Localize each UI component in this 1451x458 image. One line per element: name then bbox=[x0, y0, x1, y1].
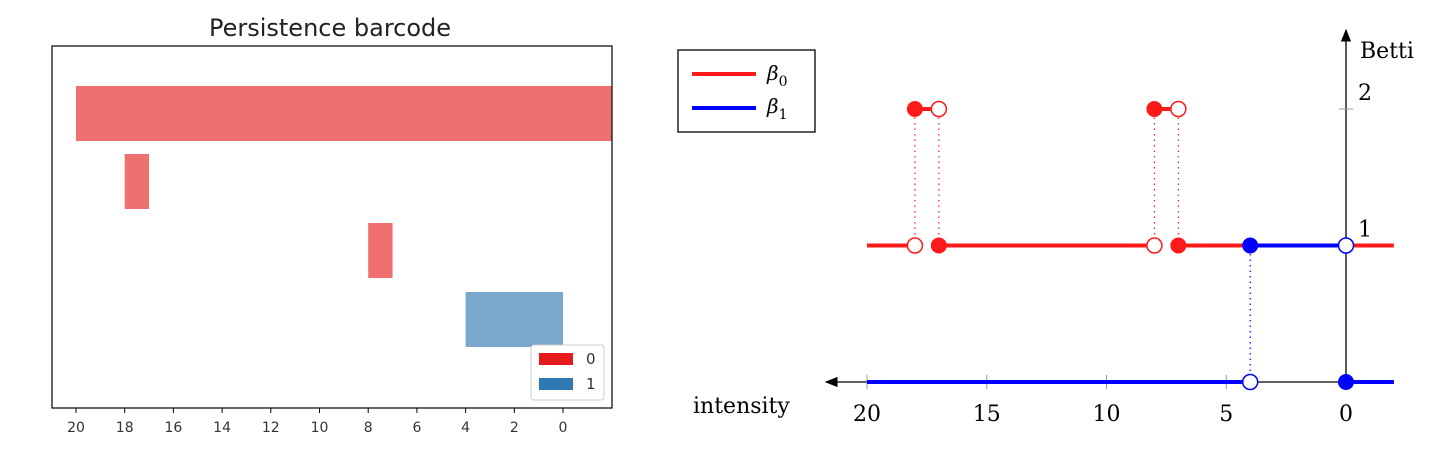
betti-y-tick-label: 2 bbox=[1358, 81, 1372, 106]
barcode-x-tick-label: 18 bbox=[116, 420, 134, 436]
barcode-x-tick-label: 14 bbox=[213, 420, 231, 436]
betti-series-lines bbox=[867, 107, 1394, 384]
barcode-bar bbox=[76, 86, 612, 141]
barcode-title: Persistence barcode bbox=[209, 14, 451, 42]
betti-filled-point-β0 bbox=[1170, 237, 1187, 254]
betti-open-point-β0 bbox=[1170, 100, 1187, 118]
barcode-legend-label-0: 0 bbox=[586, 350, 596, 368]
barcode-x-tick-label: 4 bbox=[461, 420, 470, 436]
betti-filled-point-β1 bbox=[1338, 374, 1354, 390]
barcode-legend-label-1: 1 bbox=[586, 375, 596, 393]
barcode-bar bbox=[368, 223, 393, 278]
betti-x-axis-label: intensity bbox=[693, 394, 790, 419]
betti-y-ticks: 12 bbox=[1339, 81, 1372, 246]
betti-x-tick-label: 0 bbox=[1339, 402, 1353, 427]
betti-x-tick-label: 5 bbox=[1219, 402, 1233, 427]
barcode-plot-frame bbox=[51, 45, 613, 409]
betti-x-tick-label: 15 bbox=[973, 402, 1001, 427]
betti-open-point-β0 bbox=[906, 237, 924, 254]
barcode-legend: 0 1 bbox=[530, 344, 605, 401]
betti-open-point-β0 bbox=[1146, 237, 1163, 254]
betti-legend-label-1: β1 bbox=[766, 94, 787, 123]
betti-filled-point-β0 bbox=[930, 237, 947, 254]
barcode-bars bbox=[76, 86, 612, 347]
barcode-x-tick-label: 12 bbox=[262, 420, 280, 436]
betti-chart: intensity Betti 20 15 10 5 0 12 β0 β1 bbox=[677, 28, 1414, 427]
betti-y-tick-label: 1 bbox=[1358, 218, 1372, 243]
betti-y-axis-label: Betti bbox=[1360, 39, 1414, 64]
betti-x-ticks: 20 15 10 5 0 bbox=[853, 375, 1353, 427]
barcode-x-tick-label: 0 bbox=[559, 420, 568, 436]
barcode-x-tick-label: 20 bbox=[67, 420, 85, 436]
betti-filled-point-β0 bbox=[1146, 101, 1163, 117]
betti-legend: β0 β1 bbox=[677, 49, 816, 133]
barcode-bar bbox=[124, 154, 150, 209]
barcode-chart: Persistence barcode 20 18 16 14 12 10 8 6 4 2 0 0 … bbox=[51, 14, 613, 436]
betti-open-point-β1 bbox=[1337, 237, 1355, 254]
betti-x-tick-label: 10 bbox=[1093, 402, 1121, 427]
betti-legend-box bbox=[677, 49, 816, 133]
betti-filled-point-β0 bbox=[906, 101, 923, 117]
barcode-legend-swatch-0 bbox=[539, 353, 573, 365]
betti-dotted-guides bbox=[914, 109, 1251, 382]
barcode-bar bbox=[465, 292, 563, 347]
barcode-x-tick-label: 8 bbox=[364, 420, 373, 436]
barcode-x-tick-label: 2 bbox=[510, 420, 519, 436]
barcode-x-tick-label: 6 bbox=[412, 420, 421, 436]
barcode-legend-swatch-1 bbox=[539, 378, 573, 390]
betti-legend-label-0: β0 bbox=[766, 61, 787, 90]
betti-x-tick-label: 20 bbox=[853, 402, 881, 427]
betti-open-point-β1 bbox=[1241, 373, 1259, 391]
betti-open-point-β0 bbox=[930, 100, 948, 118]
barcode-x-tick-label: 16 bbox=[164, 420, 182, 436]
betti-series-points bbox=[906, 100, 1355, 391]
barcode-x-ticks: 20 18 16 14 12 10 8 6 4 2 0 bbox=[67, 408, 567, 436]
betti-filled-point-β1 bbox=[1242, 237, 1259, 254]
barcode-x-tick-label: 10 bbox=[311, 420, 329, 436]
